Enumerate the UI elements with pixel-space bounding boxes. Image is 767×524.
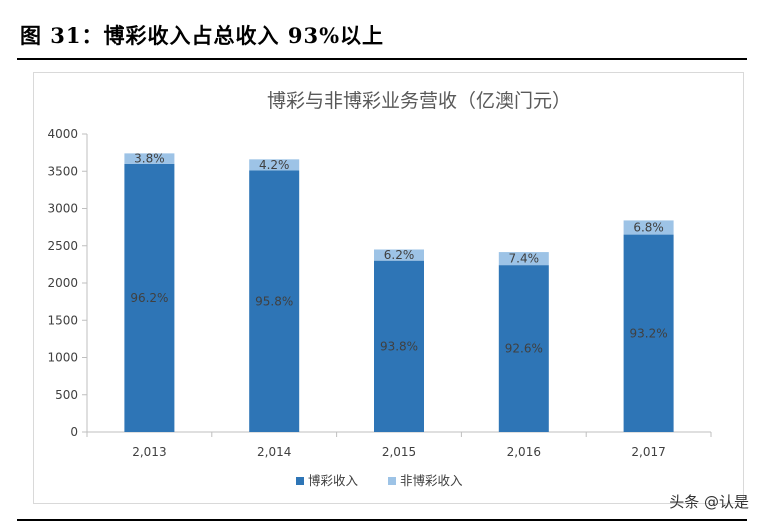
bar-gaming-1: [249, 170, 300, 432]
y-tick-label: 2000: [47, 276, 78, 290]
stacked-bar-chart: 博彩与非博彩业务营收（亿澳门元） 0 500 1000 1500 2000 2500 3000…: [47, 90, 712, 488]
chart-title: 博彩与非博彩业务营收（亿澳门元）: [267, 90, 571, 112]
top-rule: [17, 58, 747, 60]
bar-non-gaming-0: [124, 153, 175, 164]
x-tick-label: 2,013: [132, 445, 166, 459]
legend-swatch-gaming: [296, 477, 304, 485]
bar-gaming-3: [498, 265, 549, 432]
bottom-rule: [17, 519, 747, 521]
y-tick-label: 0: [70, 425, 78, 439]
data-label-non-gaming: 4.2%: [259, 158, 290, 172]
y-tick-label: 500: [55, 388, 78, 402]
bar-non-gaming-4: [623, 220, 674, 235]
x-tick-label: 2,014: [257, 445, 291, 459]
y-tick-label: 2500: [47, 239, 78, 253]
legend-swatch-non-gaming: [388, 477, 396, 485]
y-tick-label: 3000: [47, 202, 78, 216]
data-label-gaming: 93.2%: [630, 326, 668, 340]
data-label-gaming: 92.6%: [505, 342, 543, 356]
data-label-gaming: 95.8%: [255, 294, 293, 308]
watermark: 头条 @认是: [669, 493, 749, 511]
bar-non-gaming-1: [249, 159, 300, 171]
data-label-non-gaming: 3.8%: [134, 152, 165, 166]
x-tick-label: 2,015: [382, 445, 416, 459]
bar-gaming-0: [124, 163, 175, 433]
figure-title: 图 31：博彩收入占总收入 93%以上: [20, 23, 385, 48]
legend-label-gaming: 博彩收入: [308, 473, 359, 488]
legend-label-non-gaming: 非博彩收入: [400, 473, 463, 488]
data-label-gaming: 93.8%: [380, 339, 418, 353]
data-label-gaming: 96.2%: [130, 291, 168, 305]
x-tick-label: 2,017: [631, 445, 665, 459]
y-tick-label: 3500: [47, 164, 78, 178]
y-tick-label: 4000: [47, 127, 78, 141]
y-tick-label: 1500: [47, 313, 78, 327]
data-label-non-gaming: 6.8%: [633, 220, 664, 234]
bar-non-gaming-3: [498, 252, 549, 266]
x-tick-label: 2,016: [507, 445, 541, 459]
bar-gaming-2: [374, 260, 424, 432]
y-tick-label: 1000: [47, 351, 78, 365]
data-label-non-gaming: 7.4%: [509, 252, 540, 266]
chart-frame: 博彩与非博彩业务营收（亿澳门元） 0 500 1000 1500 2000 2500 3000…: [33, 72, 744, 504]
bar-non-gaming-2: [374, 249, 424, 261]
bar-gaming-4: [623, 234, 674, 432]
data-label-non-gaming: 6.2%: [384, 248, 415, 262]
